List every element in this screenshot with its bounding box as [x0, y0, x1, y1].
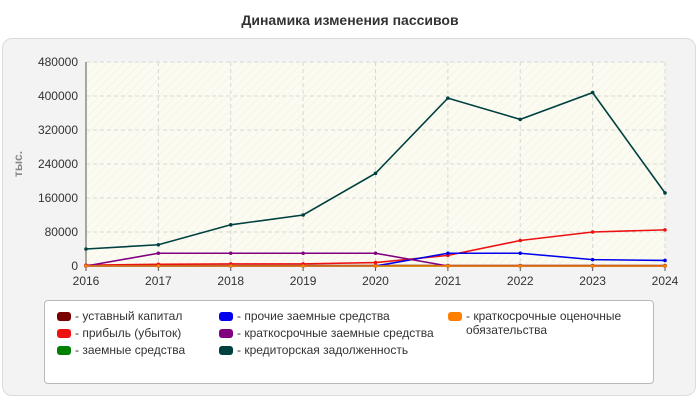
x-tick-label: 2024 [652, 274, 679, 288]
data-point-прочие-заемные-средства [518, 251, 523, 256]
legend-item: - прибыль (убыток) [57, 326, 222, 340]
data-point-краткосрочные-оценочные-обязательства [590, 264, 595, 268]
legend-label: - кредиторская задолженность [237, 343, 409, 357]
y-tick-label: 80000 [45, 225, 79, 239]
x-tick-label: 2022 [507, 274, 534, 288]
data-point-прибыль-(убыток) [518, 238, 523, 243]
legend-item: - краткосрочные оценочные обязательства [448, 309, 648, 337]
data-point-кредиторская-задолженность [228, 222, 233, 227]
data-point-кредиторская-задолженность [373, 171, 378, 176]
data-point-краткосрочные-оценочные-обязательства [663, 264, 667, 268]
data-point-прибыль-(убыток) [590, 230, 595, 234]
data-point-краткосрочные-заемные-средства [156, 251, 161, 256]
data-point-краткосрочные-оценочные-обязательства [373, 264, 378, 268]
y-tick-label: 400000 [38, 89, 78, 103]
data-point-прочие-заемные-средства [663, 258, 667, 263]
x-tick-label: 2018 [217, 274, 244, 288]
y-tick-label: 240000 [38, 157, 78, 171]
x-tick-label: 2016 [73, 274, 100, 288]
legend-label: - заемные средства [75, 343, 186, 357]
data-point-краткосрочные-оценочные-обязательства [446, 264, 450, 268]
x-tick-label: 2017 [145, 274, 172, 288]
data-point-краткосрочные-заемные-средства [301, 251, 305, 256]
data-point-краткосрочные-оценочные-обязательства [84, 264, 88, 268]
y-tick-label: 320000 [38, 123, 78, 137]
legend-column-2: - прочие заемные средства - краткосрочные… [219, 309, 434, 360]
x-tick-label: 2021 [435, 274, 462, 288]
data-point-прочие-заемные-средства [590, 257, 595, 262]
legend: - уставный капитал - прибыль (убыток) - за… [44, 300, 654, 384]
data-point-кредиторская-задолженность [663, 191, 667, 195]
x-tick-label: 2019 [290, 274, 317, 288]
legend-swatch [448, 312, 462, 321]
legend-swatch [219, 329, 233, 338]
y-axis-label: тыс. [11, 151, 25, 177]
data-point-кредиторская-задолженность [84, 247, 88, 251]
data-point-краткосрочные-оценочные-обязательства [228, 264, 233, 268]
legend-label: - краткосрочные заемные средства [237, 326, 434, 340]
data-point-краткосрочные-заемные-средства [228, 251, 233, 256]
grid-lines [86, 61, 666, 266]
legend-label: - прибыль (убыток) [75, 326, 182, 340]
data-point-краткосрочные-оценочные-обязательства [156, 264, 161, 268]
legend-label: - прочие заемные средства [237, 309, 390, 323]
data-point-краткосрочные-оценочные-обязательства [518, 264, 523, 268]
x-tick-label: 2020 [362, 274, 389, 288]
data-point-прибыль-(убыток) [663, 228, 667, 232]
data-point-прочие-заемные-средства [446, 251, 450, 256]
data-point-кредиторская-задолженность [590, 90, 595, 95]
data-point-кредиторская-задолженность [518, 117, 523, 122]
y-tick-label: 0 [71, 259, 78, 273]
legend-swatch [57, 312, 71, 321]
data-point-краткосрочные-оценочные-обязательства [301, 264, 305, 268]
legend-swatch [57, 346, 71, 355]
legend-swatch [219, 346, 233, 355]
legend-item: - уставный капитал [57, 309, 222, 323]
legend-item: - прочие заемные средства [219, 309, 434, 323]
data-point-краткосрочные-заемные-средства [373, 251, 378, 256]
tick-labels: 0 80000 160000 240000 320000 400000 480000 2016… [38, 55, 679, 288]
legend-item: - заемные средства [57, 343, 222, 357]
legend-swatch [57, 329, 71, 338]
data-point-кредиторская-задолженность [156, 242, 161, 247]
legend-column-3: - краткосрочные оценочные обязательства [448, 309, 648, 340]
x-tick-label: 2023 [579, 274, 606, 288]
y-tick-label: 480000 [38, 55, 78, 69]
y-tick-label: 160000 [38, 191, 78, 205]
legend-swatch [219, 312, 233, 321]
legend-item: - кредиторская задолженность [219, 343, 434, 357]
data-point-кредиторская-задолженность [301, 213, 305, 217]
legend-label: - уставный капитал [75, 309, 183, 323]
chart-title: Динамика изменения пассивов [241, 12, 459, 28]
data-point-кредиторская-задолженность [446, 96, 450, 100]
legend-item: - краткосрочные заемные средства [219, 326, 434, 340]
series-lines [84, 90, 667, 268]
legend-column-1: - уставный капитал - прибыль (убыток) - за… [57, 309, 222, 360]
data-point-прибыль-(убыток) [373, 260, 378, 265]
legend-label: - краткосрочные оценочные обязательства [466, 309, 622, 337]
